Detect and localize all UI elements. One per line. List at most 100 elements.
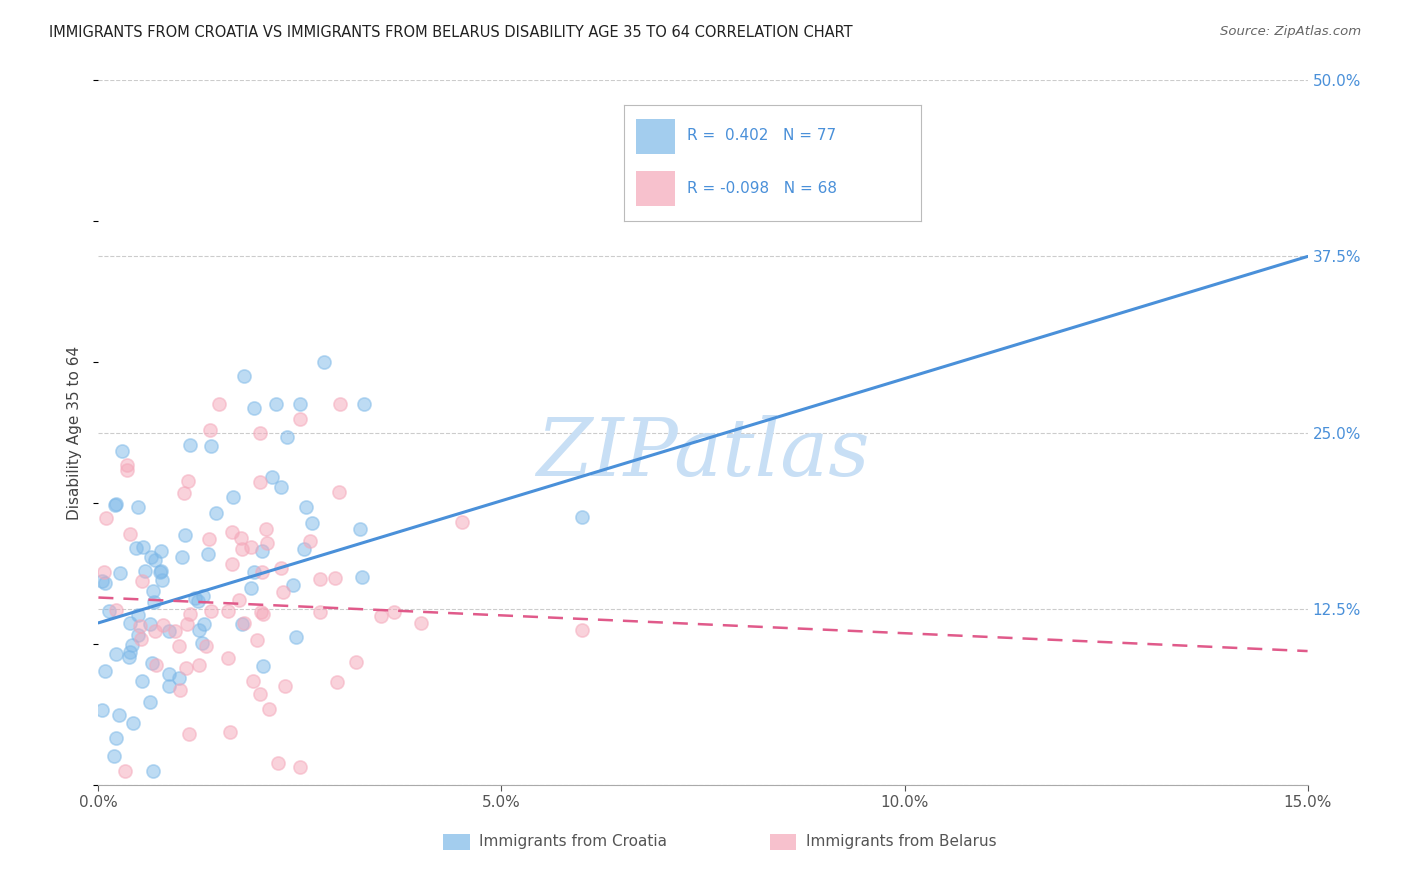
Point — [170, 549, 193, 564]
Point — [217, 651, 239, 665]
Point — [329, 397, 352, 411]
Point — [193, 617, 215, 632]
Point — [127, 608, 149, 623]
Point — [309, 605, 332, 619]
FancyBboxPatch shape — [769, 834, 796, 850]
Point — [197, 547, 219, 561]
Point — [252, 659, 274, 673]
Point — [143, 624, 166, 638]
Point — [91, 703, 114, 717]
Point — [198, 532, 221, 546]
Point — [150, 564, 173, 578]
Text: Immigrants from Croatia: Immigrants from Croatia — [479, 834, 668, 849]
Point — [242, 566, 264, 580]
Point — [157, 666, 180, 681]
Point — [314, 355, 336, 369]
Point — [281, 578, 304, 592]
Point — [264, 397, 287, 411]
Point — [571, 623, 593, 637]
Point — [91, 574, 114, 588]
Point — [152, 617, 174, 632]
Point — [118, 650, 141, 665]
Point — [221, 525, 243, 540]
Point — [270, 561, 292, 575]
Point — [256, 536, 278, 550]
Point — [145, 658, 167, 673]
Point — [105, 497, 128, 511]
Point — [117, 458, 139, 473]
Point — [169, 682, 191, 697]
Point — [288, 411, 311, 425]
Point — [249, 475, 271, 489]
Point — [177, 475, 200, 489]
Point — [221, 557, 243, 571]
Point — [127, 628, 149, 642]
Y-axis label: Disability Age 35 to 64: Disability Age 35 to 64 — [67, 345, 83, 520]
Point — [299, 534, 322, 549]
Point — [118, 645, 141, 659]
Point — [200, 424, 222, 438]
Point — [409, 615, 432, 630]
Point — [150, 543, 173, 558]
Point — [179, 607, 201, 621]
Point — [188, 623, 211, 637]
Point — [94, 575, 117, 590]
Point — [149, 566, 172, 580]
Point — [254, 522, 277, 536]
Point — [208, 397, 231, 411]
Point — [231, 541, 253, 556]
Point — [249, 425, 271, 440]
Point — [104, 603, 127, 617]
Point — [134, 564, 156, 578]
Point — [174, 661, 197, 675]
Text: Immigrants from Belarus: Immigrants from Belarus — [806, 834, 997, 849]
Point — [370, 608, 392, 623]
Point — [250, 544, 273, 558]
Point — [326, 674, 349, 689]
Point — [173, 486, 195, 500]
Point — [288, 760, 311, 774]
Point — [131, 673, 153, 688]
Point — [104, 731, 127, 746]
Point — [187, 594, 209, 608]
Point — [243, 401, 266, 415]
Point — [284, 630, 307, 644]
Point — [125, 541, 148, 555]
Point — [250, 565, 273, 579]
Point — [103, 749, 125, 764]
Point — [267, 756, 290, 771]
Point — [127, 500, 149, 515]
Point — [450, 516, 472, 530]
Point — [349, 522, 371, 536]
Point — [384, 605, 406, 619]
Point — [260, 469, 283, 483]
Text: IMMIGRANTS FROM CROATIA VS IMMIGRANTS FROM BELARUS DISABILITY AGE 35 TO 64 CORRE: IMMIGRANTS FROM CROATIA VS IMMIGRANTS FR… — [49, 25, 853, 40]
Point — [104, 498, 127, 512]
Point — [110, 566, 132, 581]
Point — [139, 695, 162, 709]
Point — [239, 581, 262, 595]
Point — [353, 397, 375, 411]
Point — [132, 540, 155, 554]
Point — [179, 438, 201, 452]
Point — [222, 490, 245, 504]
Point — [118, 615, 141, 630]
Point — [217, 604, 239, 618]
Point — [94, 664, 117, 678]
Point — [271, 585, 294, 599]
Point — [93, 565, 115, 579]
Point — [193, 589, 215, 603]
Point — [292, 541, 315, 556]
Point — [141, 656, 163, 670]
Text: ZIPatlas: ZIPatlas — [536, 415, 870, 492]
Point — [177, 727, 200, 741]
Point — [240, 540, 263, 554]
Point — [205, 506, 228, 520]
Point — [294, 500, 316, 515]
Point — [114, 764, 136, 778]
Point — [200, 439, 222, 453]
Point — [188, 658, 211, 673]
Point — [228, 592, 250, 607]
Point — [249, 605, 271, 619]
Point — [184, 591, 207, 606]
